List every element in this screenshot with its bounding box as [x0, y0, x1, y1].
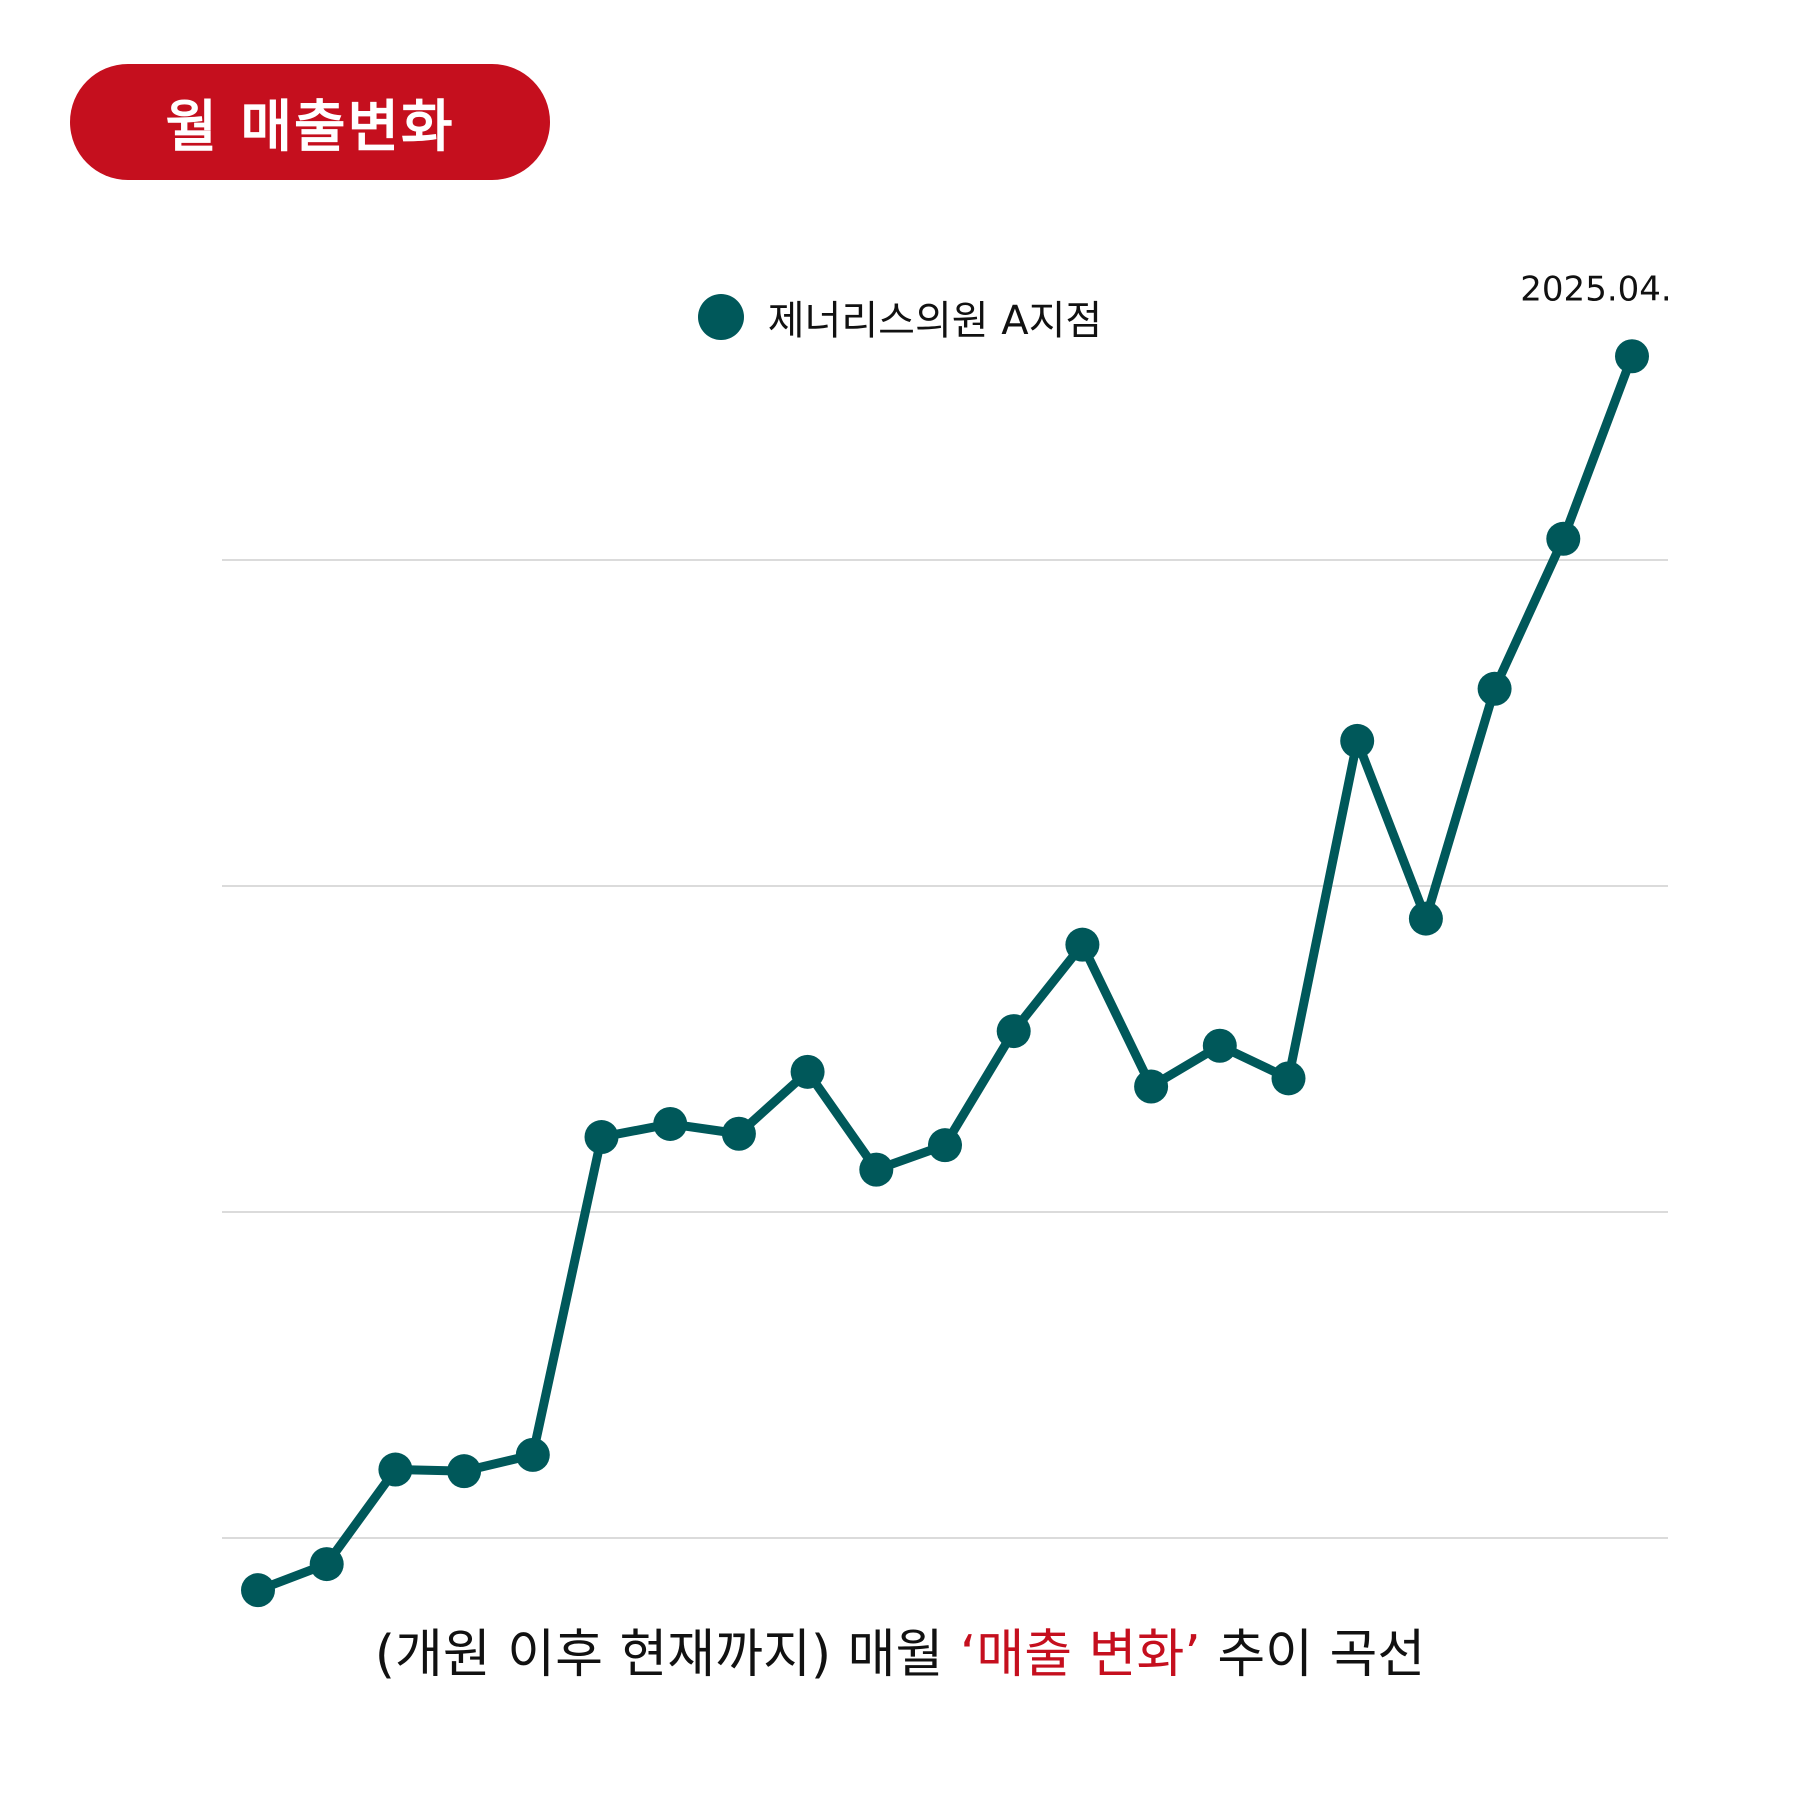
data-point [1546, 521, 1581, 556]
data-point [1065, 927, 1100, 962]
legend-label: 제너리스의원 A지점 [767, 298, 1103, 344]
data-point [309, 1547, 344, 1582]
data-point [378, 1452, 413, 1487]
data-point [1271, 1061, 1306, 1096]
data-point [1202, 1028, 1237, 1063]
data-point [790, 1054, 825, 1089]
data-point [1477, 671, 1512, 706]
title-badge-text: 월 매출변화 [165, 94, 455, 160]
legend-marker-icon [697, 294, 744, 340]
data-point [1340, 723, 1375, 758]
data-point [515, 1437, 550, 1472]
data-point [1615, 339, 1649, 374]
chart-caption: (개원 이후 현재까지) 매월 ‘매출 변화’ 추이 곡선 [0, 1612, 1800, 1687]
data-point [1408, 901, 1443, 936]
data-point [584, 1120, 619, 1155]
caption-highlight: ‘매출 변화’ [959, 1625, 1201, 1685]
data-point [859, 1152, 894, 1187]
data-point [1134, 1069, 1169, 1104]
data-point [721, 1116, 756, 1151]
data-point [928, 1128, 962, 1163]
caption-prefix: (개원 이후 현재까지) 매월 [374, 1625, 960, 1685]
title-badge: 월 매출변화 [70, 64, 550, 180]
data-point [447, 1454, 482, 1489]
caption-suffix: 추이 곡선 [1200, 1625, 1426, 1685]
data-point [996, 1014, 1031, 1049]
chart-legend: 제너리스의원 A지점 [0, 288, 1800, 346]
last-point-label: 2025.04. [1520, 269, 1671, 309]
series-line [253, 351, 1637, 1595]
data-point [653, 1106, 688, 1141]
data-point [241, 1573, 275, 1608]
